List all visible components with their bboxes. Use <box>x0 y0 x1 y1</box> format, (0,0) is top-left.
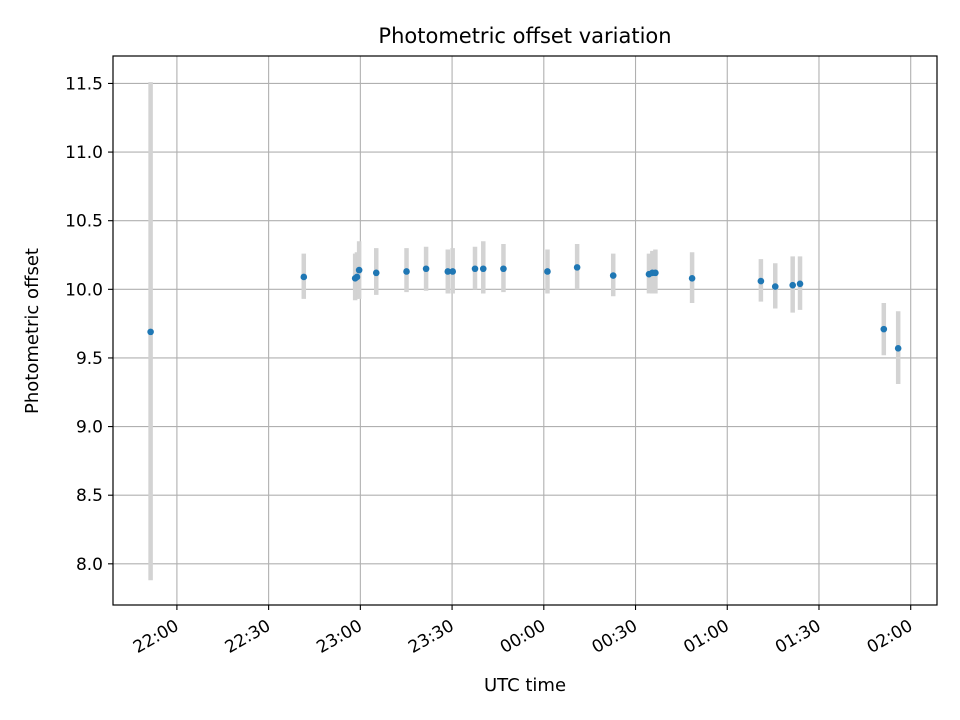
data-point <box>500 265 507 273</box>
data-point <box>652 269 659 277</box>
data-point <box>449 268 456 275</box>
data-point <box>573 264 581 271</box>
y-tick-label: 10.0 <box>65 280 103 300</box>
data-points <box>147 264 902 352</box>
data-point <box>757 277 765 285</box>
data-point <box>880 325 888 333</box>
data-point <box>894 345 902 352</box>
data-point <box>147 328 154 336</box>
data-point <box>422 265 430 273</box>
data-point <box>355 266 363 274</box>
data-point <box>479 265 487 273</box>
y-tick-label: 8.5 <box>76 486 103 506</box>
y-axis-ticks: 8.0 8.5 9.0 9.5 10.0 10.5 11.0 11.5 <box>65 74 113 575</box>
chart-title: Photometric offset variation <box>378 24 671 48</box>
y-tick-label: 9.0 <box>76 418 103 438</box>
x-axis-label: UTC time <box>484 675 566 696</box>
data-point <box>353 273 361 281</box>
data-point <box>796 280 804 288</box>
data-point <box>372 269 380 277</box>
data-point <box>771 283 779 290</box>
y-tick-label: 11.0 <box>65 143 103 163</box>
data-point <box>471 265 479 273</box>
y-tick-label: 9.5 <box>76 349 103 369</box>
y-axis-label: Photometric offset <box>22 248 43 414</box>
data-point <box>789 281 796 289</box>
data-point <box>444 268 452 275</box>
data-point <box>544 268 551 275</box>
y-tick-label: 11.5 <box>65 74 103 94</box>
data-point <box>403 268 410 275</box>
data-point <box>300 273 308 281</box>
data-point <box>609 272 617 279</box>
y-tick-label: 8.0 <box>76 555 103 575</box>
data-point <box>688 275 696 282</box>
plot-frame <box>112 55 938 606</box>
y-tick-label: 10.5 <box>65 212 103 232</box>
